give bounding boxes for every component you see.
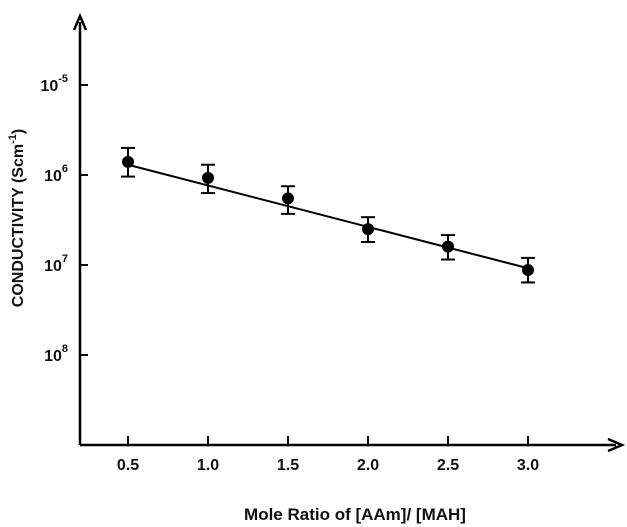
y-axis-label-main: CONDUCTIVITY (Scm — [10, 144, 27, 307]
x-tick-label-4: 2.5 — [437, 457, 459, 474]
x-tick-label-5: 3.0 — [517, 457, 539, 474]
y-axis-arrow — [72, 12, 88, 31]
y-axis-label-close: ) — [10, 129, 27, 134]
data-points — [122, 155, 534, 276]
data-point-3 — [362, 223, 374, 236]
error-bars — [121, 146, 535, 284]
y-ticks: 10-5 106 107 108 — [40, 73, 88, 365]
y-tick-label-1: 106 — [44, 163, 68, 185]
data-point-0 — [122, 155, 134, 168]
data-point-4 — [442, 240, 454, 253]
fit-line-group — [127, 163, 529, 270]
data-point-2 — [282, 192, 294, 205]
y-tick-label-2: 107 — [44, 253, 68, 275]
y-tick-label-3: 108 — [44, 343, 68, 365]
x-axis-arrow — [607, 437, 626, 453]
y-axis-label-exp: -1 — [7, 134, 19, 144]
x-axis-label: Mole Ratio of [AAm]/ [MAH] — [244, 505, 466, 524]
x-tick-label-2: 1.5 — [277, 457, 299, 474]
x-tick-label-1: 1.0 — [197, 457, 219, 474]
data-point-5 — [522, 263, 534, 276]
y-axis-label: CONDUCTIVITY (Scm-1) — [7, 129, 27, 307]
x-tick-label-0: 0.5 — [117, 457, 139, 474]
axes — [72, 12, 626, 453]
x-ticks: 0.5 1.0 1.5 2.0 2.5 3.0 — [117, 436, 539, 474]
data-point-1 — [202, 171, 214, 184]
x-tick-label-3: 2.0 — [357, 457, 379, 474]
fit-line — [127, 163, 529, 270]
y-tick-label-0: 10-5 — [40, 73, 68, 95]
